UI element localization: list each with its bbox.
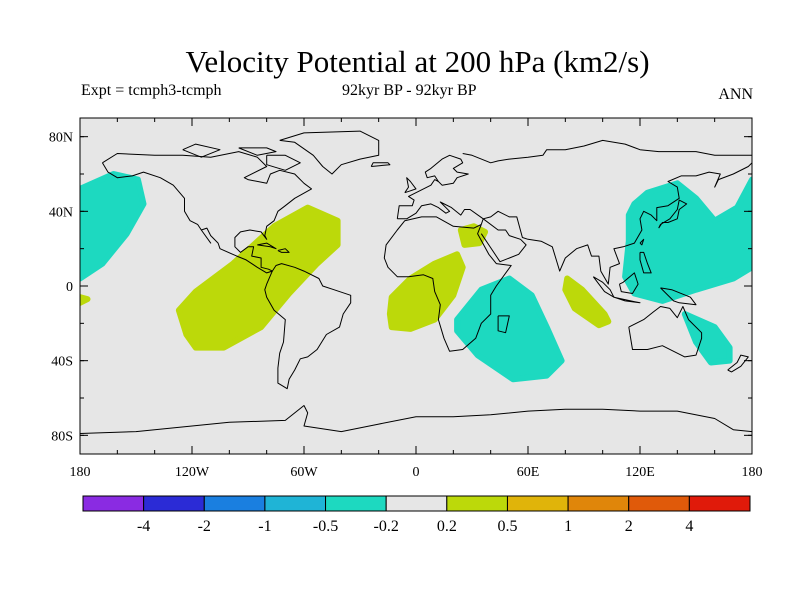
colorbar-swatch [143,495,205,512]
coastline-segment [370,162,391,167]
anomaly-region-indian-ocean-negative [454,275,565,383]
lat-tick-label: 0 [66,280,73,295]
colorbar-label: -4 [137,518,150,535]
colorbar-label: 0.5 [497,518,517,535]
coastline-segment [264,263,352,390]
coastline-segment [592,276,615,298]
coastline-segment [658,199,688,229]
coastline-segment [277,248,290,253]
anomaly-region-central-africa-atlantic-positive [386,251,466,332]
anomaly-region-pacific-dateline-positive-spot [80,294,91,306]
anomaly-region-australia-east-negative [681,311,733,366]
colorbar-swatch [506,495,569,512]
colorbar-swatch [264,495,327,512]
colorbar-swatch [628,495,690,512]
coastline-segment [404,177,417,194]
coastline-segment [101,151,312,274]
coastline-segment [480,218,527,263]
coastline-segment [613,296,641,304]
lon-tick-label: 60W [290,465,318,480]
period-label: 92kyr BP - 92kyr BP [342,82,477,99]
coastline-segment [80,405,752,434]
lat-tick-label: 40N [49,205,73,220]
lon-tick-label: 60E [517,465,540,480]
experiment-label: Expt = tcmph3-tcmph [81,82,222,99]
colorbar-swatch [325,495,387,512]
anomaly-region-indian-ocean-east-positive [562,275,612,329]
colorbar-swatch [446,495,508,512]
coastline-segment [182,143,221,158]
season-label: ANN [718,86,753,103]
colorbar-label: 2 [625,518,633,535]
colorbar-swatch [203,495,266,512]
coastline-segment [462,139,752,164]
coastline-segment [396,154,469,219]
coastline-segment [727,354,749,373]
colorbar-label: -0.5 [313,518,338,535]
colorbar-label: 1 [564,518,572,535]
lon-tick-label: 120W [175,465,210,480]
coastline-segment [497,315,510,334]
colorbar-label: 0.2 [437,518,457,535]
coastline-segment [639,251,652,274]
colorbar-label: -0.2 [374,518,399,535]
colorbar-swatch [82,495,145,512]
coastline-segment [619,272,639,294]
colorbar-swatch [688,495,751,512]
coastline-segment [238,147,277,156]
lon-tick-label: 180 [742,465,763,480]
lat-tick-label: 40S [51,355,73,370]
lat-tick-label: 80S [51,429,73,444]
colorbar-swatch [385,495,448,512]
anomaly-region-egypt-positive [457,223,489,248]
lon-tick-label: 120E [625,465,655,480]
coastline-segment [257,242,277,250]
coastline-segment [639,238,645,246]
colorbar-label: 4 [685,518,693,535]
lat-tick-label: 80N [49,131,73,146]
coastline-segment [279,130,380,175]
coastline-segment [483,162,752,285]
lon-tick-label: 0 [413,465,420,480]
colorbar-label: -2 [198,518,211,535]
plot-title: Velocity Potential at 200 hPa (km2/s) [185,44,650,79]
anomaly-region-west-pacific-negative [80,171,147,282]
coastline-segment [383,201,512,352]
colorbar-label: -1 [258,518,271,535]
anomaly-region-tropical-americas-positive [175,204,341,351]
coastline-segment [660,287,697,306]
axis-ticks: 80N 40N 0 40S 80S 180 120W 60W 0 60E 120E 180 [49,118,763,480]
lon-tick-label: 180 [70,465,91,480]
colorbar-swatch [567,495,630,512]
coastlines [80,130,752,434]
coastline-segment [266,154,301,171]
coastline-segment [628,306,703,358]
colorbar: -4 -2 -1 -0.5 -0.2 0.2 0.5 1 2 4 [82,495,751,535]
